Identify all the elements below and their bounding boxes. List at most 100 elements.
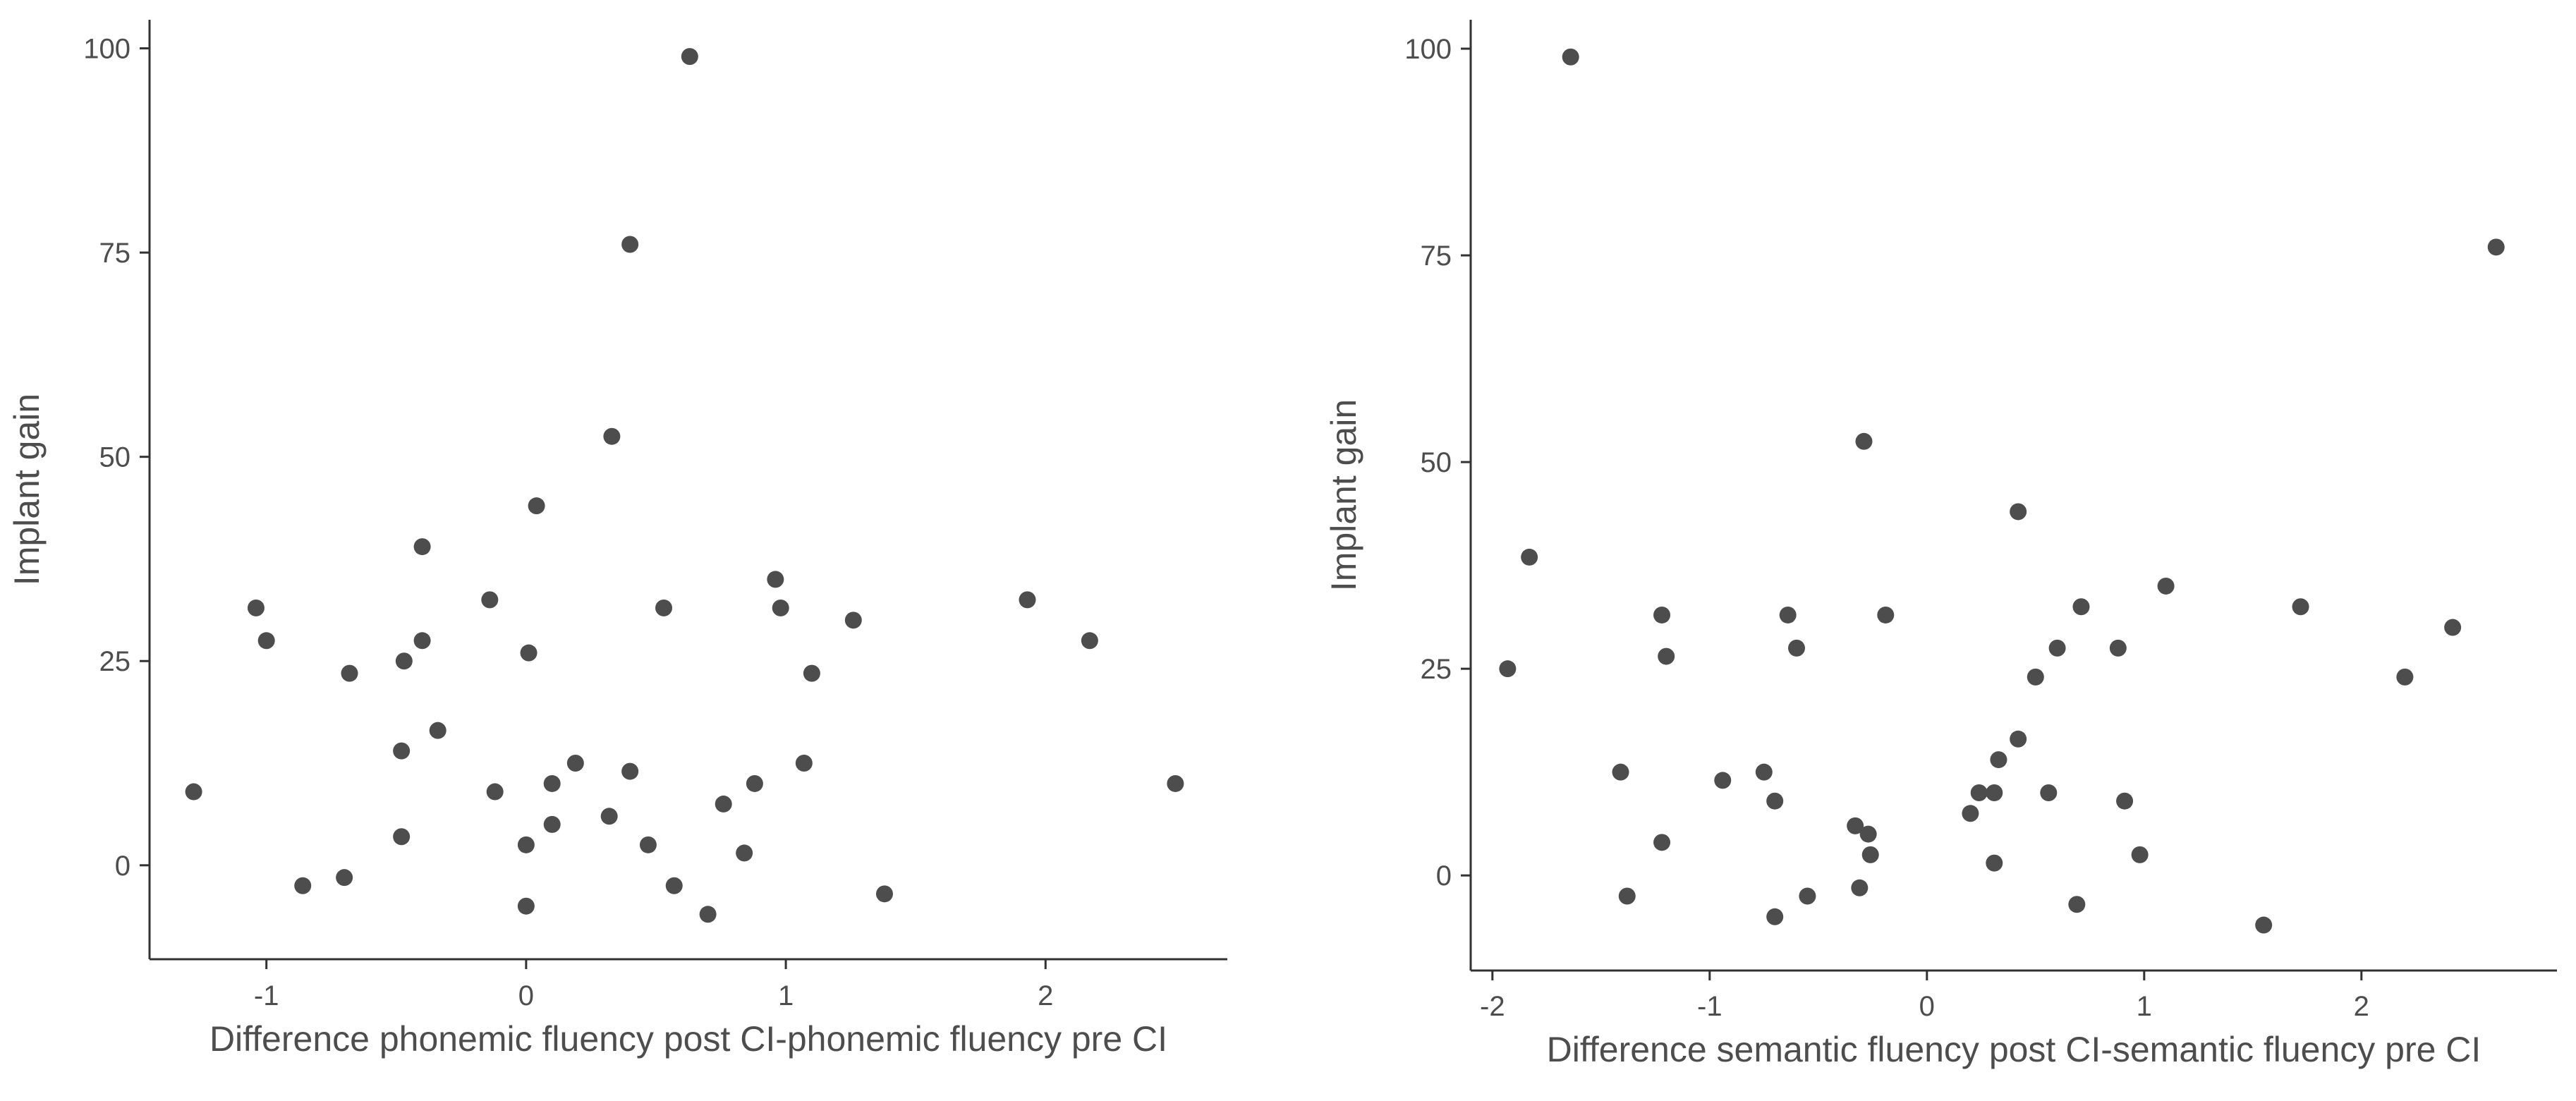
phonemic-x-tick-label: -1 — [254, 980, 279, 1011]
semantic-data-point — [2109, 639, 2127, 657]
phonemic-data-point — [844, 612, 862, 629]
phonemic-scatter-panel: 0 25 50 75 100 -1 0 1 2 Difference phonemic fluen… — [7, 20, 1227, 1059]
phonemic-data-point — [1019, 591, 1036, 609]
semantic-data-point — [2010, 503, 2027, 521]
phonemic-data-point — [294, 877, 312, 894]
phonemic-data-point — [639, 836, 657, 853]
phonemic-data-point — [429, 722, 446, 739]
phonemic-data-point — [746, 774, 763, 792]
semantic-data-point — [2072, 598, 2090, 616]
phonemic-data-point — [517, 897, 535, 915]
phonemic-y-axis-title: Implant gain — [7, 394, 47, 585]
semantic-data-point — [1766, 908, 1784, 925]
phonemic-data-point — [247, 599, 265, 616]
semantic-data-point — [1653, 606, 1671, 624]
semantic-data-point — [2157, 577, 2175, 595]
phonemic-data-point — [772, 599, 789, 616]
semantic-x-tick-label: 0 — [1919, 991, 1935, 1022]
phonemic-data-point — [699, 906, 717, 923]
semantic-x-tick-label: 1 — [2137, 991, 2152, 1022]
phonemic-y-tick-label: 0 — [115, 851, 130, 882]
semantic-data-point — [1618, 887, 1636, 905]
phonemic-data-point — [257, 632, 275, 650]
phonemic-y-tick-label: 100 — [83, 34, 130, 65]
semantic-data-point — [1990, 751, 2007, 769]
semantic-x-tick-label: -1 — [1697, 991, 1723, 1022]
phonemic-x-tick-label: 2 — [1038, 980, 1053, 1011]
semantic-data-point — [1755, 763, 1773, 781]
semantic-data-point — [1714, 772, 1732, 789]
phonemic-data-point — [803, 664, 820, 682]
phonemic-data-point — [413, 632, 431, 650]
semantic-data-point — [1658, 647, 1675, 665]
phonemic-data-point — [185, 783, 202, 801]
semantic-data-point — [1877, 606, 1895, 624]
phonemic-data-point — [621, 762, 639, 780]
semantic-y-tick-label: 25 — [1421, 654, 1452, 685]
phonemic-data-point — [715, 795, 732, 813]
semantic-data-point — [1970, 784, 1988, 801]
phonemic-data-point — [393, 828, 411, 846]
semantic-data-point — [2048, 639, 2066, 657]
phonemic-data-point — [655, 599, 673, 616]
phonemic-data-point — [543, 774, 561, 792]
phonemic-data-point — [795, 755, 813, 772]
phonemic-data-point — [517, 836, 535, 853]
semantic-data-point — [1847, 817, 1864, 834]
semantic-y-tick-label: 100 — [1404, 34, 1452, 65]
phonemic-data-point — [520, 644, 537, 662]
semantic-data-point — [1986, 784, 2003, 801]
phonemic-data-point — [736, 844, 753, 862]
semantic-data-point — [1962, 805, 1979, 822]
phonemic-x-tick-label: 0 — [518, 980, 534, 1011]
semantic-y-tick-label: 75 — [1421, 241, 1452, 272]
semantic-data-point — [1562, 48, 1579, 66]
phonemic-data-point — [393, 742, 411, 760]
semantic-data-point — [1799, 887, 1816, 905]
phonemic-data-point — [413, 538, 431, 556]
semantic-data-point — [2396, 668, 2414, 686]
semantic-data-point — [2068, 896, 2086, 913]
semantic-data-point — [2131, 846, 2149, 863]
phonemic-data-point — [528, 497, 545, 515]
phonemic-data-point — [336, 869, 353, 887]
phonemic-data-point — [603, 427, 621, 445]
phonemic-y-tick-label: 25 — [99, 646, 131, 677]
phonemic-y-tick-label: 75 — [99, 238, 131, 269]
phonemic-data-point — [767, 571, 784, 588]
semantic-data-point — [1653, 834, 1671, 851]
semantic-data-point — [1986, 854, 2003, 872]
phonemic-data-point — [395, 652, 413, 670]
semantic-scatter-panel: 0 25 50 75 100 -2 -1 0 1 2 Difference semantic flu… — [1324, 20, 2557, 1069]
semantic-data-point — [1766, 792, 1784, 810]
semantic-data-point — [2444, 619, 2462, 636]
semantic-data-point — [2116, 792, 2134, 810]
semantic-data-point — [2292, 598, 2309, 616]
phonemic-x-axis-title: Difference phonemic fluency post CI-phon… — [209, 1019, 1167, 1059]
semantic-data-point — [1612, 763, 1629, 781]
phonemic-data-point — [481, 591, 499, 609]
semantic-data-point — [2255, 916, 2273, 934]
semantic-data-point — [2027, 668, 2044, 686]
semantic-x-tick-label: 2 — [2354, 991, 2369, 1022]
semantic-data-point — [2010, 730, 2027, 748]
semantic-x-tick-label: -2 — [1480, 991, 1505, 1022]
semantic-data-point — [1499, 660, 1517, 678]
phonemic-data-point — [1081, 632, 1098, 650]
phonemic-data-point — [665, 877, 683, 894]
semantic-y-tick-label: 0 — [1436, 860, 1452, 892]
semantic-y-tick-label: 50 — [1421, 447, 1452, 478]
phonemic-data-point — [1167, 774, 1184, 792]
phonemic-x-tick-label: 1 — [778, 980, 794, 1011]
phonemic-data-point — [486, 783, 504, 801]
phonemic-data-point — [621, 236, 639, 253]
semantic-data-point — [1859, 825, 1877, 843]
semantic-data-point — [1788, 639, 1805, 657]
semantic-data-point — [1521, 548, 1538, 566]
semantic-data-point — [1855, 432, 1873, 450]
phonemic-data-point — [566, 755, 584, 772]
phonemic-data-point — [341, 664, 358, 682]
semantic-data-point — [1851, 879, 1869, 896]
phonemic-data-point — [681, 48, 698, 66]
